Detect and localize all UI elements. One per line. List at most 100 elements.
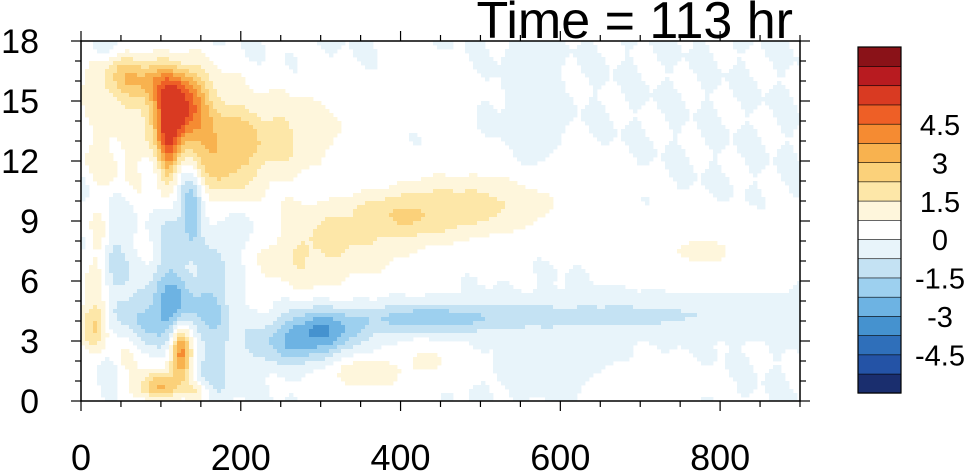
heatmap-cell [777,101,782,106]
heatmap-cell [473,209,478,214]
heatmap-cell [525,205,530,210]
heatmap-cell [165,209,170,214]
heatmap-cell [121,241,126,246]
heatmap-cell [673,109,678,114]
heatmap-cell [533,45,538,50]
heatmap-cell [105,41,110,46]
heatmap-cell [717,149,722,154]
heatmap-cell [417,237,422,242]
heatmap-cell [309,113,314,118]
heatmap-cell [781,49,786,54]
heatmap-cell [613,133,618,138]
heatmap-cell [261,193,266,198]
heatmap-cell [257,189,262,194]
heatmap-cell [593,45,598,50]
heatmap-cell [333,209,338,214]
heatmap-cell [389,217,394,222]
heatmap-cell [253,193,258,198]
heatmap-cell [601,117,606,122]
heatmap-cell [513,141,518,146]
heatmap-cell [281,97,286,102]
heatmap-cell [85,89,90,94]
heatmap-cell [337,217,342,222]
heatmap-cell [701,105,706,110]
heatmap-cell [493,217,498,222]
heatmap-cell [117,197,122,202]
heatmap-cell [433,225,438,230]
heatmap-cell [565,117,570,122]
heatmap-cell [713,121,718,126]
heatmap-cell [485,129,490,134]
heatmap-cell [137,53,142,58]
heatmap-cell [605,65,610,70]
heatmap-cell [285,209,290,214]
heatmap-cell [557,61,562,66]
heatmap-cell [85,161,90,166]
heatmap-cell [597,77,602,82]
heatmap-cell [293,249,298,254]
heatmap-cell [737,89,742,94]
heatmap-cell [113,101,118,106]
heatmap-cell [309,101,314,106]
heatmap-cell [377,193,382,198]
heatmap-cell [741,149,746,154]
heatmap-cell [81,237,86,242]
heatmap-cell [501,225,506,230]
heatmap-cell [313,133,318,138]
heatmap-cell [477,225,482,230]
heatmap-cell [109,61,114,66]
heatmap-cell [129,93,134,98]
heatmap-cell [265,181,270,186]
heatmap-cell [217,177,222,182]
heatmap-cell [329,141,334,146]
heatmap-cell [109,157,114,162]
heatmap-cell [325,201,330,206]
heatmap-cell [753,149,758,154]
heatmap-cell [517,149,522,154]
heatmap-cell [277,121,282,126]
heatmap-cell [237,161,242,166]
heatmap-cell [317,225,322,230]
heatmap-cell [509,97,514,102]
heatmap-cell [517,85,522,90]
heatmap-cell [785,53,790,58]
heatmap-cell [229,193,234,198]
heatmap-cell [129,157,134,162]
heatmap-cell [197,117,202,122]
heatmap-cell [149,213,154,218]
heatmap-cell [533,201,538,206]
heatmap-cell [709,65,714,70]
heatmap-cell [633,109,638,114]
heatmap-cell [509,125,514,130]
heatmap-cell [225,77,230,82]
heatmap-cell [493,189,498,194]
heatmap-cell [229,177,234,182]
heatmap-cell [605,69,610,74]
heatmap-cell [201,261,206,266]
heatmap-cell [741,81,746,86]
heatmap-cell [253,141,258,146]
heatmap-cell [561,101,566,106]
heatmap-cell [493,209,498,214]
heatmap-cell [241,113,246,118]
heatmap-cell [537,49,542,54]
heatmap-cell [157,245,162,250]
heatmap-cell [173,217,178,222]
heatmap-cell [521,153,526,158]
heatmap-cell [417,197,422,202]
heatmap-cell [541,65,546,70]
heatmap-cell [521,53,526,58]
heatmap-cell [677,97,682,102]
heatmap-cell [385,237,390,242]
heatmap-cell [501,133,506,138]
heatmap-cell [357,205,362,210]
heatmap-cell [173,53,178,58]
heatmap-cell [645,145,650,150]
heatmap-cell [113,241,118,246]
heatmap-cell [521,77,526,82]
heatmap-cell [129,57,134,62]
heatmap-cell [537,205,542,210]
heatmap-cell [161,213,166,218]
heatmap-cell [741,65,746,70]
heatmap-cell [477,61,482,66]
